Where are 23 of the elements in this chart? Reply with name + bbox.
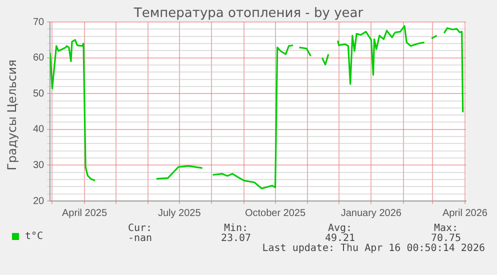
text: -nan [128,233,152,244]
y-tick-label: 70 [33,16,45,28]
text: Avg: [328,223,352,234]
y-tick-label: 30 [33,160,45,171]
y-axis-title: Градусы Цельсия [5,58,19,172]
x-tick-label: January 2026 [340,208,402,219]
text: Min: [224,223,248,234]
y-tick-label: 20 [33,196,45,207]
y-tick-label: 60 [33,52,45,64]
legend-label: t°C [25,231,44,242]
text: 23.07 [220,233,252,244]
y-tick-label: 50 [33,88,45,100]
text: Last update: Thu Apr 16 00:50:14 2026 [262,243,485,254]
x-tick-label: October 2025 [244,208,306,219]
text: Cur: [128,223,152,234]
chart-title: Температура отопления - by year [134,6,364,21]
y-tick-label: 40 [33,124,45,136]
text: 49.21 [324,233,356,244]
x-tick-label: July 2025 [158,208,202,219]
x-tick-label: April 2025 [62,208,108,219]
x-tick-label: April 2026 [442,208,488,219]
text: Max: [434,223,458,234]
text: 70.75 [430,233,462,244]
